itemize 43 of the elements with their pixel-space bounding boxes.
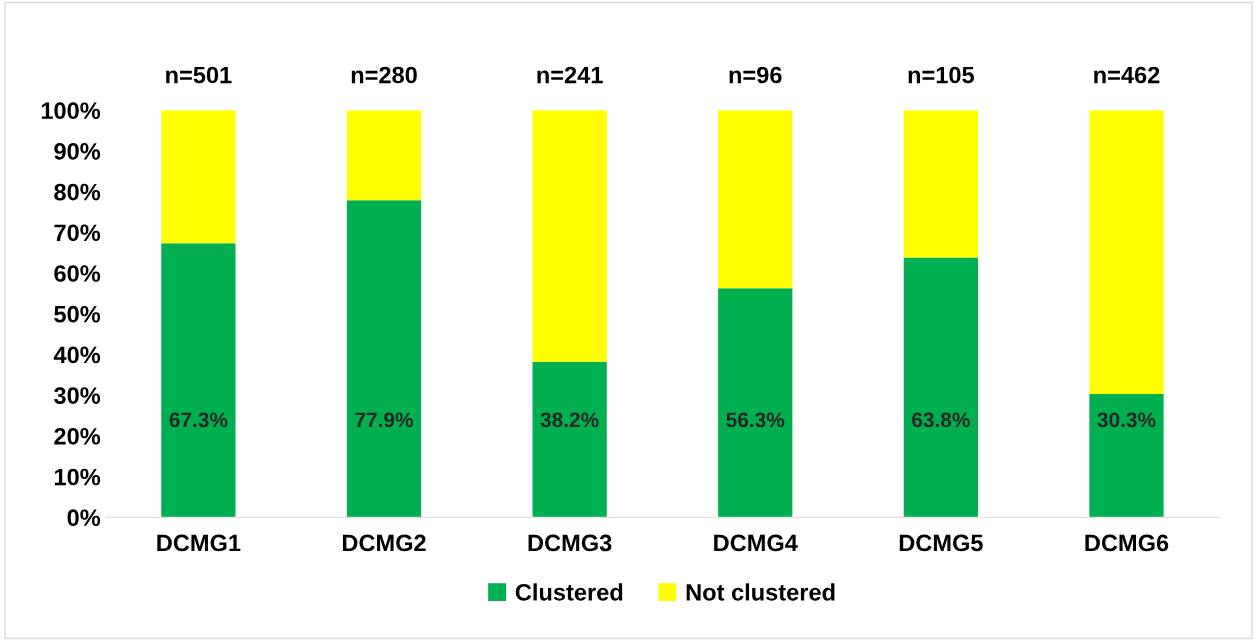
- x-tick-label: DCMG4: [714, 534, 798, 552]
- annotation: n=462: [1094, 66, 1160, 84]
- data-label: 30.3%: [1097, 412, 1156, 428]
- x-tick-label: DCMG6: [1085, 534, 1169, 552]
- y-tick-label: 20%: [54, 427, 101, 445]
- y-tick-label: 90%: [54, 143, 101, 160]
- bar: [532, 361, 607, 518]
- y-tick-label: 0%: [67, 509, 101, 527]
- x-tick-label: DCMG2: [342, 534, 426, 552]
- y-tick-label: 10%: [54, 468, 101, 486]
- data-label: 56.3%: [726, 412, 785, 428]
- y-tick-label: 100%: [41, 102, 101, 120]
- y-tick-label: 40%: [53, 346, 101, 364]
- y-tick-label: 60%: [54, 265, 101, 282]
- bar: [532, 110, 607, 362]
- bar: [346, 200, 422, 518]
- legend-label: Clustered: [515, 583, 623, 601]
- data-label: 77.9%: [355, 412, 413, 428]
- x-tick-label: DCMG3: [528, 534, 612, 552]
- data-label: 67.3%: [169, 412, 228, 428]
- bar: [718, 288, 793, 518]
- bar: [161, 243, 236, 518]
- bar: [161, 110, 236, 244]
- bar: [1089, 393, 1164, 518]
- annotation: n=280: [351, 66, 417, 84]
- data-label: 63.8%: [912, 412, 970, 428]
- annotation: n=105: [908, 66, 975, 84]
- y-tick-label: 70%: [54, 224, 101, 242]
- annotation: n=96: [729, 66, 782, 84]
- bar: [718, 110, 793, 289]
- bar: [1089, 110, 1164, 394]
- y-tick-label: 30%: [54, 387, 101, 404]
- bar: [903, 257, 978, 518]
- bar: [903, 110, 978, 258]
- bar: [346, 110, 422, 201]
- annotation: n=241: [537, 66, 603, 84]
- legend-label: Not clustered: [686, 583, 835, 601]
- data-label: 38.2%: [540, 412, 599, 428]
- y-tick-label: 50%: [54, 305, 101, 323]
- y-tick-label: 80%: [54, 183, 101, 201]
- x-tick-label: DCMG5: [899, 534, 983, 552]
- x-tick-label: DCMG1: [157, 534, 241, 552]
- annotation: n=501: [166, 66, 232, 84]
